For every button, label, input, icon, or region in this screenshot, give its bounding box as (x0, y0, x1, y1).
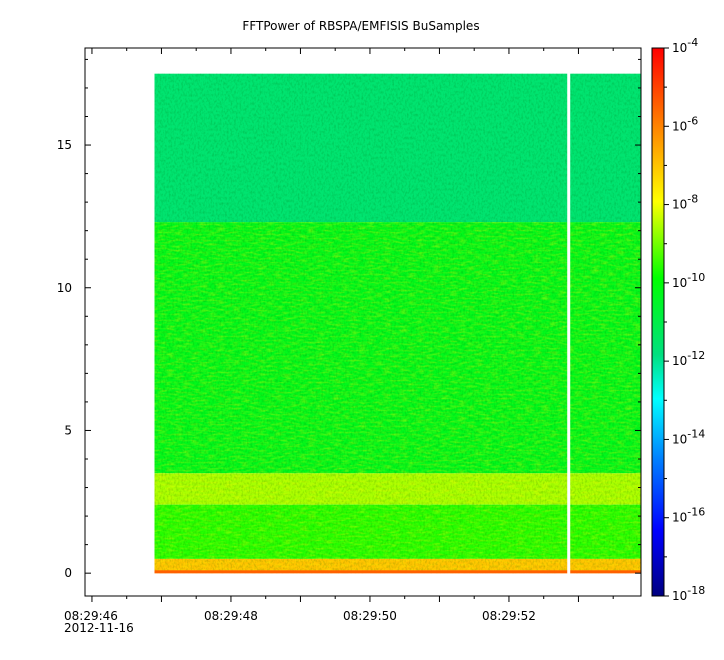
colorbar-tick-exponent: -8 (687, 193, 698, 206)
plot-area (84, 47, 642, 597)
zero-frequency-line (154, 570, 641, 574)
y-tick-label: 15 (57, 138, 72, 152)
colorbar-tick-label: 10-4 (672, 36, 698, 55)
colorbar-tick-label: 10-10 (672, 271, 705, 290)
plot-frame (84, 47, 642, 597)
x-tick-label: 08:29:52 (482, 609, 536, 623)
x-axis: 08:29:46 08:29:48 08:29:50 08:29:52 (64, 48, 614, 623)
y-tick-label: 5 (64, 423, 72, 437)
colorbar-tick-label: 10-16 (672, 506, 705, 525)
colorbar-tick-exponent: -14 (687, 427, 705, 440)
y-axis: 0 5 10 15 (57, 58, 641, 580)
colorbar-tick-exponent: -18 (687, 584, 705, 597)
colorbar-tick-label: 10-14 (672, 427, 705, 446)
colorbar-tick-label: 10-6 (672, 114, 698, 133)
x-tick-label: 08:29:50 (343, 609, 397, 623)
spectrum-speckle (154, 73, 641, 574)
colorbar-tick-exponent: -6 (687, 114, 698, 127)
colorbar-tick-label: 10-8 (672, 193, 698, 212)
y-tick-label: 10 (57, 281, 72, 295)
chart-title: FFTPower of RBSPA/EMFISIS BuSamples (242, 19, 479, 33)
colorbar-tick-label: 10-12 (672, 349, 705, 368)
colorbar: 10-4 10-6 10-8 10-10 10-12 10-14 10-16 10-18 (651, 36, 705, 603)
colorbar-gradient (651, 47, 665, 597)
colorbar-tick-label: 10-18 (672, 584, 705, 603)
x-tick-label: 08:29:46 (64, 609, 118, 623)
colorbar-tick-exponent: -16 (687, 506, 705, 519)
colorbar-tick-exponent: -10 (687, 271, 705, 284)
data-gap (567, 72, 571, 577)
colorbar-tick-exponent: -12 (687, 349, 705, 362)
colorbar-tick-exponent: -4 (687, 36, 698, 49)
x-date-label: 2012-11-16 (64, 621, 134, 635)
y-tick-label: 0 (64, 566, 72, 580)
x-tick-label: 08:29:48 (204, 609, 258, 623)
